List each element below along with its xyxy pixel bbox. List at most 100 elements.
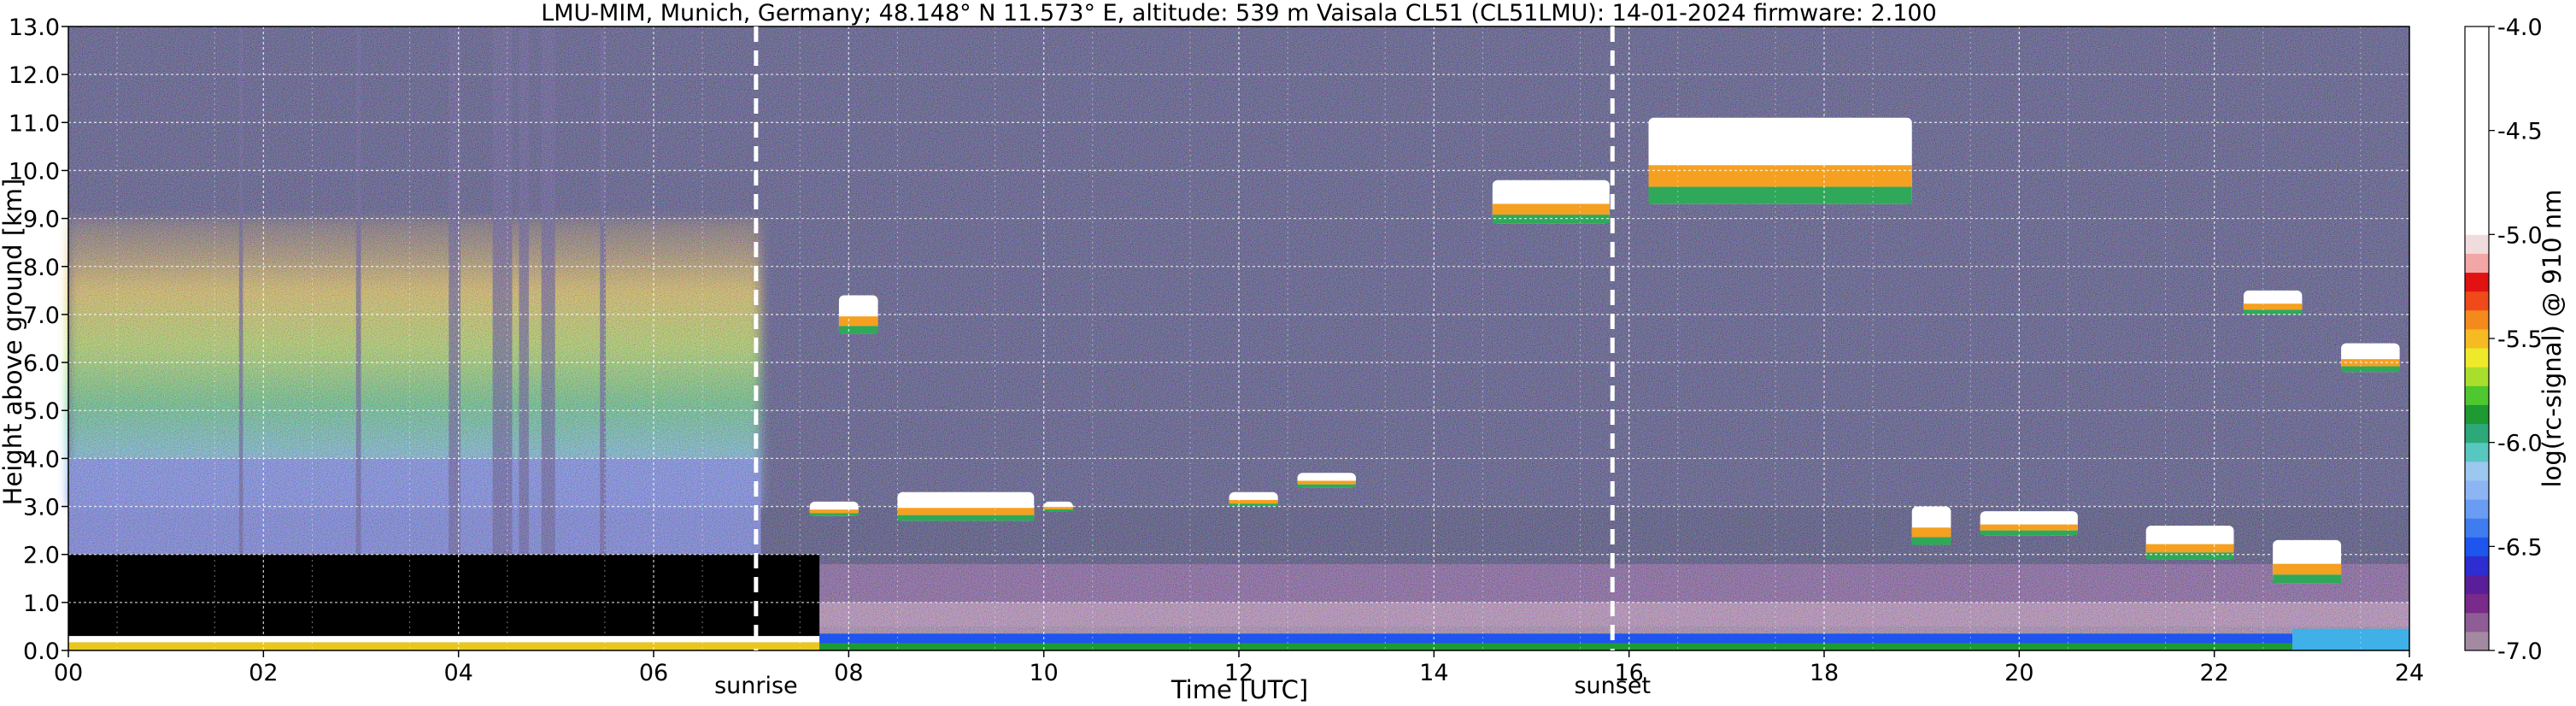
chart-title-group: LMU-MIM, Munich, Germany; 48.148° N 11.5… bbox=[541, 0, 1937, 26]
colorbar-segment bbox=[2465, 423, 2489, 444]
y-axis-label: Height above ground [km] bbox=[0, 179, 27, 506]
cloud-layer bbox=[809, 501, 859, 516]
cloud-green-band bbox=[1043, 509, 1073, 512]
x-axis-label: Time [UTC] bbox=[1171, 675, 1308, 704]
axis-labels: Time [UTC] Height above ground [km] bbox=[0, 179, 1308, 704]
colorbar-segment bbox=[2465, 631, 2489, 651]
x-tick-label: 18 bbox=[1810, 660, 1839, 686]
cloud-green-band bbox=[1980, 530, 2078, 536]
cloud-orange-band bbox=[2243, 303, 2303, 310]
x-tick-label: 20 bbox=[2004, 660, 2033, 686]
colorbar-segment bbox=[2465, 442, 2489, 462]
chart-title: LMU-MIM, Munich, Germany; 48.148° N 11.5… bbox=[541, 0, 1937, 26]
cloud-layer bbox=[2145, 526, 2234, 560]
x-tick-label: 06 bbox=[639, 660, 668, 686]
colorbar-segment bbox=[2465, 612, 2489, 632]
colorbar: -4.0 -4.5 -5.0 -5.5 -6.0 -6.5 -7.0 log(rc-signa… bbox=[2464, 15, 2567, 665]
cloud-orange-band bbox=[1492, 203, 1610, 215]
cloud-layer bbox=[2243, 290, 2303, 315]
x-tick-label: 00 bbox=[54, 660, 83, 686]
colorbar-segment bbox=[2465, 367, 2489, 386]
y-tick-label: 6.0 bbox=[23, 350, 60, 377]
colorbar-tick-label: -4.5 bbox=[2497, 119, 2543, 145]
y-tick-label: 12.0 bbox=[9, 62, 60, 89]
cloud-orange-band bbox=[897, 508, 1035, 515]
cloud-green-band bbox=[897, 515, 1035, 521]
y-tick-label: 3.0 bbox=[23, 495, 60, 521]
marker-label: sunset bbox=[1574, 673, 1651, 699]
cloud-layer bbox=[1980, 511, 2078, 536]
cloud-green-band bbox=[1297, 484, 1356, 488]
cloud-layer bbox=[1297, 473, 1356, 488]
colorbar-segment bbox=[2465, 499, 2489, 519]
colorbar-tick-label: -5.0 bbox=[2497, 222, 2543, 249]
x-tick-label: 04 bbox=[443, 660, 472, 686]
cloud-green-band bbox=[809, 513, 859, 516]
y-tick-label: 11.0 bbox=[9, 110, 60, 137]
y-tick-label: 13.0 bbox=[9, 15, 60, 41]
colorbar-tick-label: -5.5 bbox=[2497, 327, 2543, 353]
colorbar-segment bbox=[2465, 253, 2489, 274]
colorbar-segment bbox=[2465, 479, 2489, 500]
cloud-orange-band bbox=[2145, 544, 2234, 553]
plot-area bbox=[67, 26, 2410, 651]
cloud-layer bbox=[2341, 343, 2400, 373]
x-tick-label: 10 bbox=[1029, 660, 1058, 686]
cloud-layer bbox=[1648, 117, 1912, 204]
cloud-green-band bbox=[2243, 309, 2303, 315]
surface-white bbox=[68, 636, 820, 643]
cloud-orange-band bbox=[1297, 480, 1356, 485]
colorbar-tick-label: -7.0 bbox=[2497, 638, 2543, 665]
colorbar-segment bbox=[2465, 234, 2489, 254]
y-axis-ticks: 0.0 1.0 2.0 3.0 4.0 5.0 6.0 7.0 8.0 9.0 10.0 11.0 12… bbox=[9, 15, 68, 665]
surface-yellow bbox=[68, 642, 820, 650]
colorbar-segment bbox=[2465, 309, 2489, 330]
colorbar-segment bbox=[2465, 348, 2489, 368]
cloud-green-band bbox=[2273, 574, 2342, 584]
y-tick-label: 4.0 bbox=[23, 446, 60, 473]
cloud-orange-band bbox=[809, 509, 859, 514]
cloud-green-band bbox=[1229, 503, 1278, 507]
colorbar-segment bbox=[2465, 574, 2489, 595]
y-tick-label: 7.0 bbox=[23, 303, 60, 329]
cloud-orange-band bbox=[1911, 527, 1951, 538]
colorbar-segment bbox=[2465, 291, 2489, 311]
cloud-orange-band bbox=[1229, 499, 1278, 504]
x-tick-label: 08 bbox=[834, 660, 863, 686]
cloud-layer bbox=[1911, 506, 1951, 545]
cloud-green-band bbox=[1648, 186, 1912, 204]
cloud-layer bbox=[1492, 179, 1610, 224]
cloud-layer bbox=[2273, 539, 2342, 584]
colorbar-segment bbox=[2465, 593, 2489, 614]
x-tick-label: 14 bbox=[1419, 660, 1448, 686]
cloud-orange-band bbox=[2273, 563, 2342, 575]
y-tick-label: 0.0 bbox=[23, 638, 60, 665]
x-tick-label: 24 bbox=[2395, 660, 2424, 686]
x-tick-label: 12 bbox=[1224, 660, 1253, 686]
colorbar-segment bbox=[2465, 461, 2489, 481]
colorbar-segment bbox=[2465, 272, 2489, 292]
x-tick-label: 02 bbox=[249, 660, 278, 686]
sun-markers: sunrise sunset bbox=[714, 26, 1651, 699]
cloud-orange-band bbox=[1648, 165, 1912, 187]
no-data-region bbox=[68, 554, 820, 637]
marker-label: sunrise bbox=[714, 673, 798, 699]
y-tick-label: 8.0 bbox=[23, 255, 60, 281]
y-tick-label: 1.0 bbox=[23, 591, 60, 617]
colorbar-tick-label: -6.0 bbox=[2497, 431, 2543, 457]
colorbar-segment bbox=[2465, 328, 2489, 349]
cloud-orange-band bbox=[1043, 507, 1073, 509]
cloud-green-band bbox=[2341, 366, 2400, 373]
x-axis-ticks: 00 02 04 06 08 10 12 14 16 18 20 22 24 bbox=[54, 650, 2424, 686]
colorbar-segment bbox=[2465, 537, 2489, 556]
colorbar-segment bbox=[2465, 26, 2489, 235]
colorbar-tick-label: -6.5 bbox=[2497, 534, 2543, 561]
cloud-green-band bbox=[838, 326, 878, 334]
cloud-layer bbox=[1229, 491, 1278, 507]
colorbar-tick-label: -4.0 bbox=[2497, 15, 2543, 41]
colorbar-segment bbox=[2465, 556, 2489, 576]
cloud-orange-band bbox=[838, 316, 878, 327]
y-tick-label: 5.0 bbox=[23, 398, 60, 425]
x-tick-label: 22 bbox=[2199, 660, 2228, 686]
